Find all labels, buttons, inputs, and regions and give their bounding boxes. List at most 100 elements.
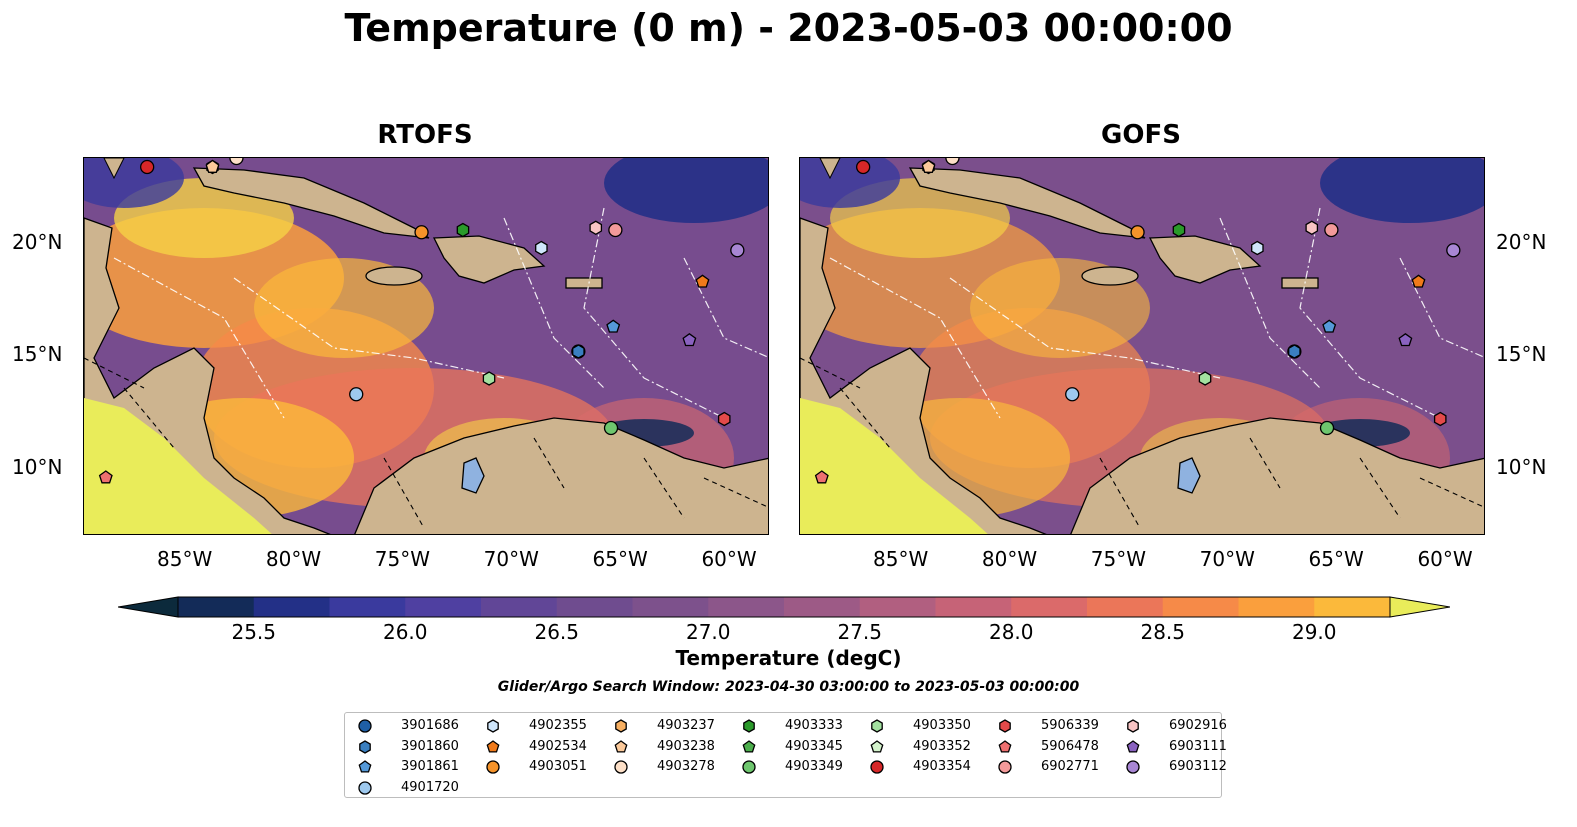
map-panel-gofs <box>799 157 1485 535</box>
pentagon-marker-icon <box>742 739 756 753</box>
y-tick-label-right: 15°N <box>1496 342 1547 366</box>
y-tick-label-left: 20°N <box>12 229 63 254</box>
colorbar-band <box>784 597 861 617</box>
float-marker-6903112 <box>1446 243 1461 258</box>
hexagon-marker-icon <box>999 719 1011 733</box>
float-marker-4902355 <box>535 240 548 256</box>
hexagon-marker-icon <box>1127 719 1139 733</box>
colorbar <box>117 592 1451 622</box>
float-marker-4903238 <box>921 159 936 173</box>
x-tick-label: 85°W <box>873 547 929 571</box>
x-tick-label: 60°W <box>701 547 757 571</box>
panel-title-gofs: GOFS <box>1101 120 1181 150</box>
float-marker-4903238 <box>205 159 220 173</box>
float-marker-4902534 <box>695 274 710 288</box>
float-marker-3901860 <box>1288 344 1301 359</box>
legend-label: 3901860 <box>401 738 459 754</box>
float-marker-4903051 <box>414 225 429 240</box>
legend-label: 3901861 <box>401 759 459 774</box>
float-marker-4901720 <box>349 387 364 402</box>
float-marker-5906478 <box>814 470 829 484</box>
legend-label: 6902771 <box>1041 759 1099 774</box>
colorbar-band <box>859 597 936 617</box>
legend-label: 5906478 <box>1041 738 1099 754</box>
hexagon-marker-icon <box>615 719 627 733</box>
legend-label: 4903349 <box>785 759 843 774</box>
float-marker-3901860 <box>572 344 585 359</box>
float-marker-5906339 <box>717 411 731 427</box>
y-tick-label-right: 10°N <box>1496 454 1547 479</box>
legend-label: 4902534 <box>529 738 587 754</box>
search-window-note: Glider/Argo Search Window: 2023-04-30 03… <box>497 679 1080 695</box>
float-marker-6903112 <box>730 243 745 258</box>
pentagon-marker-icon <box>1126 739 1140 753</box>
hexagon-marker-icon <box>359 739 371 754</box>
float-marker-6903111 <box>1398 333 1413 347</box>
pentagon-marker-icon <box>998 739 1012 753</box>
colorbar-band <box>1011 597 1088 617</box>
float-marker-4903278 <box>229 158 244 166</box>
float-marker-4902534 <box>1411 274 1426 288</box>
legend-label: 4903354 <box>913 759 971 774</box>
panel-title-rtofs: RTOFS <box>377 120 473 150</box>
x-tick-label: 65°W <box>1308 547 1364 571</box>
float-marker-4903051 <box>1130 225 1145 240</box>
hexagon-marker-icon <box>743 719 755 733</box>
legend-label: 3901686 <box>401 718 459 733</box>
colorbar-tick-label: 29.0 <box>1291 620 1337 644</box>
float-marker-4903354 <box>140 159 155 175</box>
float-marker-6902771 <box>1324 222 1339 238</box>
x-tick-label: 75°W <box>374 547 430 571</box>
pentagon-marker-icon <box>870 739 884 753</box>
legend-label: 4903352 <box>913 738 971 754</box>
x-tick-label: 80°W <box>265 547 322 571</box>
float-marker-4903350 <box>1198 371 1212 386</box>
float-marker-6902771 <box>608 222 623 238</box>
pentagon-marker-icon <box>358 760 372 773</box>
colorbar-band <box>1087 597 1164 617</box>
colorbar-band <box>1238 597 1315 617</box>
x-tick-label: 80°W <box>981 547 1038 571</box>
float-marker-6902916 <box>589 220 603 236</box>
y-tick-label-left: 15°N <box>12 342 63 366</box>
legend-label: 5906339 <box>1041 718 1099 733</box>
circle-marker-icon <box>1126 760 1140 774</box>
legend-label: 6903112 <box>1169 759 1227 774</box>
float-marker-4903350 <box>482 371 496 386</box>
x-tick-label: 60°W <box>1417 547 1473 571</box>
colorbar-band <box>556 597 633 617</box>
float-marker-4903349 <box>603 420 619 436</box>
colorbar-label: Temperature (degC) <box>675 646 902 670</box>
float-marker-6902916 <box>1305 220 1319 236</box>
y-tick-label-right: 20°N <box>1496 229 1547 254</box>
colorbar-tick-label: 28.5 <box>1140 620 1186 644</box>
float-marker-4901720 <box>1065 387 1080 402</box>
circle-marker-icon <box>742 760 756 774</box>
x-tick-label: 65°W <box>592 547 648 571</box>
float-marker-4903278 <box>945 158 960 166</box>
x-tick-label: 70°W <box>483 547 539 571</box>
legend-label: 4903333 <box>785 718 843 733</box>
float-marker-3901861 <box>606 319 621 333</box>
hexagon-marker-icon <box>871 719 883 733</box>
legend-label: 4903237 <box>657 718 715 733</box>
float-marker-4903333 <box>456 222 470 238</box>
float-marker-5906339 <box>1433 411 1447 427</box>
colorbar-band <box>1162 597 1239 617</box>
circle-marker-icon <box>998 760 1012 774</box>
colorbar-band <box>253 597 330 617</box>
circle-marker-icon <box>870 760 884 774</box>
colorbar-tick-label: 27.0 <box>685 620 731 644</box>
float-marker-4902355 <box>1251 240 1264 256</box>
legend-label: 4903345 <box>785 738 843 754</box>
colorbar-tick-label: 28.0 <box>988 620 1034 644</box>
colorbar-low-extend <box>117 596 179 618</box>
float-marker-6903111 <box>682 333 697 347</box>
colorbar-band <box>405 597 482 617</box>
legend-label: 4903350 <box>913 718 971 733</box>
float-marker-4903354 <box>856 159 871 175</box>
colorbar-band <box>329 597 406 617</box>
colorbar-high-extend <box>1389 596 1451 618</box>
colorbar-tick-label: 26.5 <box>534 620 580 644</box>
float-marker-4903333 <box>1172 222 1186 238</box>
